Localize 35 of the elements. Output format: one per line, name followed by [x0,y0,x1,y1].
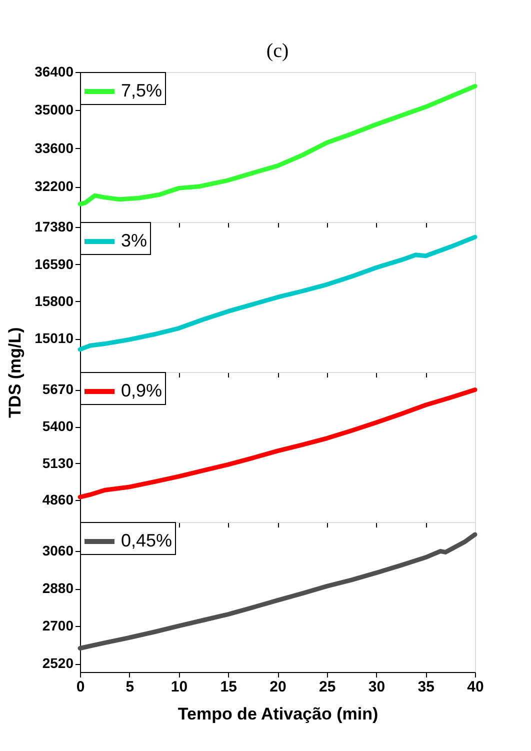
y-tick-label: 3060 [42,542,74,559]
y-tick-label: 2880 [42,580,74,596]
x-tick-label: 10 [170,678,188,696]
x-tick-label: 5 [126,678,134,696]
y-tick-label: 2520 [42,655,74,672]
legend-label: 0,45% [121,530,172,550]
y-tick-label: 17380 [34,218,74,235]
x-tick-label: 30 [368,678,386,696]
x-tick-label: 25 [319,678,336,696]
line-series [78,532,478,650]
y-tick-label: 5400 [42,418,74,434]
y-tick-label: 35000 [34,102,74,118]
y-axis-title: TDS (mg/L) [6,327,25,418]
y-tick-label: 15800 [34,292,74,309]
chart-title: (c) [266,40,289,62]
x-tick-label: 0 [76,678,85,696]
y-tick-label: 5670 [42,381,74,398]
y-tick-label: 15010 [34,330,74,346]
y-tick-label: 2700 [42,618,74,634]
x-axis-title: Tempo de Ativação (min) [178,704,378,724]
y-tick-label: 33600 [34,140,74,156]
y-tick-label: 36400 [34,64,74,80]
x-tick-label: 20 [270,678,286,696]
y-tick-label: 32200 [34,178,74,194]
y-tick-label: 5130 [42,454,74,471]
x-tick-label: 35 [418,678,434,696]
y-tick-label: 16590 [34,256,74,272]
legend-label: 0,9% [121,380,162,400]
x-tick-label: 40 [467,678,484,696]
legend-label: 3% [121,230,148,250]
legend-label: 7,5% [121,80,162,100]
y-tick-label: 4860 [42,492,74,508]
line-series [78,234,478,352]
x-tick-label: 15 [220,678,237,696]
line-series [78,84,478,206]
